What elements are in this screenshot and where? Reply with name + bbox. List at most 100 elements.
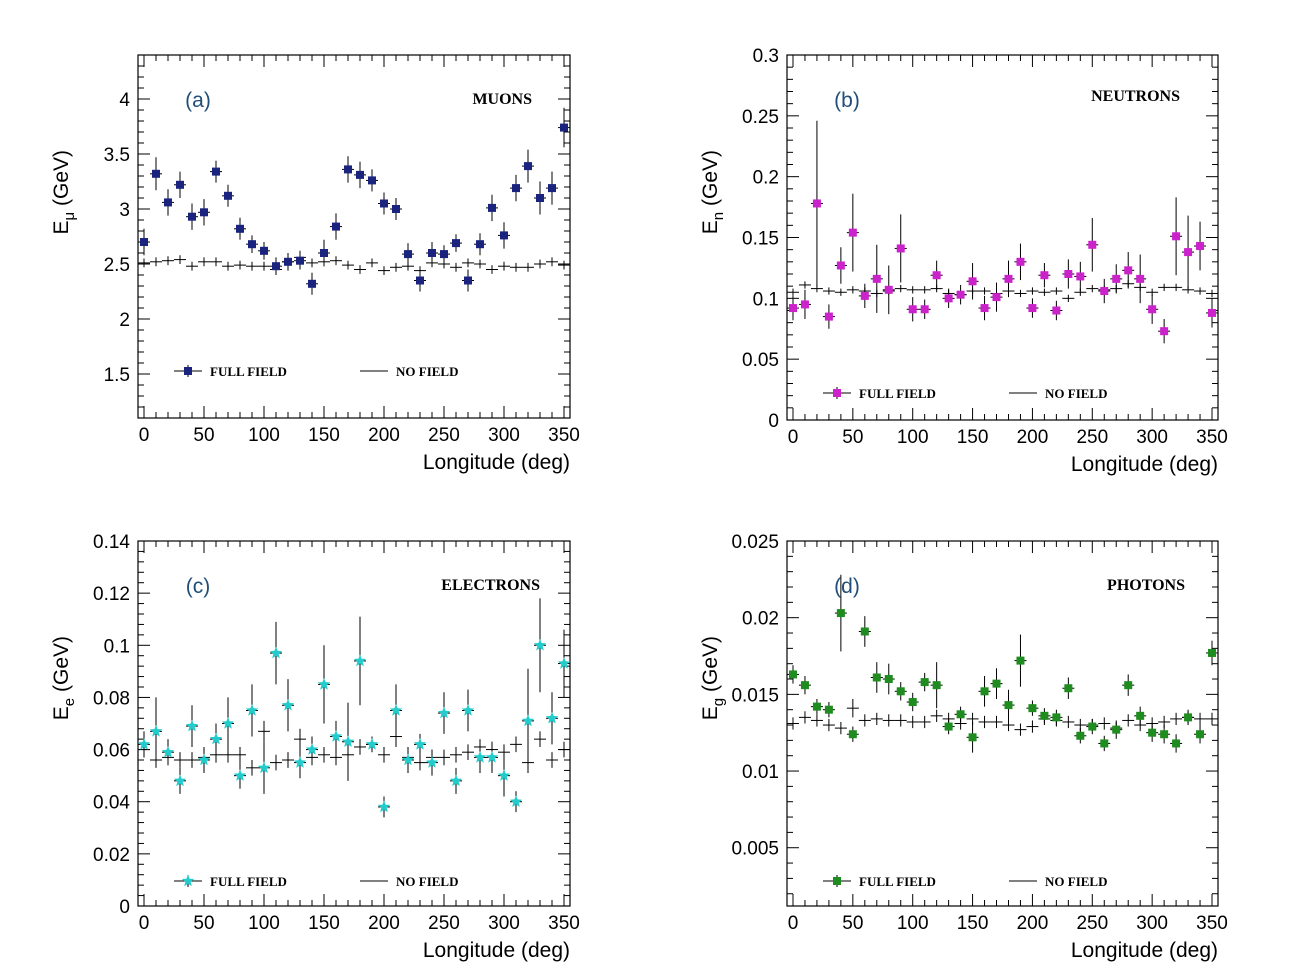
data-marker	[368, 176, 376, 185]
data-marker	[161, 745, 175, 758]
data-marker	[152, 169, 160, 178]
data-point	[1062, 677, 1075, 699]
data-marker	[356, 170, 364, 179]
data-point	[329, 720, 343, 753]
data-point	[474, 233, 486, 256]
data-point	[822, 287, 835, 295]
y-tick-label: 0.14	[93, 532, 130, 553]
data-point	[545, 692, 559, 745]
data-point	[185, 705, 199, 747]
series-no-field	[138, 720, 570, 776]
data-point	[786, 288, 799, 296]
legend-marker-full-field	[833, 877, 841, 885]
data-marker	[1172, 739, 1181, 748]
data-point	[822, 702, 835, 718]
data-marker	[992, 679, 1001, 688]
x-axis-label: Longitude (deg)	[423, 451, 570, 474]
data-point	[234, 746, 246, 763]
data-point	[450, 234, 462, 252]
x-tick-label: 0	[139, 913, 150, 934]
data-marker	[557, 657, 571, 669]
data-marker	[884, 285, 893, 294]
y-axis-label-symbol: E	[699, 220, 722, 234]
data-point	[894, 284, 907, 293]
x-tick-label: 300	[1136, 427, 1168, 448]
data-point	[497, 754, 511, 797]
legend-marker-full-field	[181, 874, 195, 887]
x-tick-label: 50	[842, 427, 863, 448]
y-tick-label: 0.005	[731, 839, 779, 860]
legend: FULL FIELD NO FIELD	[823, 386, 1107, 401]
data-point	[1026, 298, 1039, 318]
x-tick-label: 250	[428, 913, 460, 934]
panel-c: 0 50 100 150 200 250 300 350 0 0.02 0.04 0.06 0.08 0.…	[50, 532, 580, 962]
legend-label-no-field: NO FIELD	[1045, 874, 1107, 889]
data-marker	[545, 711, 559, 724]
data-point	[330, 213, 342, 240]
data-point	[1038, 263, 1051, 288]
data-point	[858, 616, 871, 647]
data-marker	[872, 673, 881, 682]
data-point	[437, 692, 451, 734]
data-point	[210, 160, 222, 183]
data-marker	[428, 249, 436, 257]
plot-frame	[137, 540, 571, 907]
y-axis-label-symbol: E	[50, 706, 73, 720]
data-point	[1194, 725, 1207, 744]
data-point	[173, 767, 187, 794]
y-tick-label: 0.1	[753, 289, 779, 310]
data-point	[366, 258, 378, 268]
data-marker	[500, 231, 508, 240]
data-point	[137, 731, 151, 758]
data-marker	[1136, 711, 1145, 720]
data-point	[1038, 288, 1051, 296]
data-point	[1002, 260, 1015, 298]
x-tick-label: 50	[842, 913, 863, 934]
x-axis-label: Longitude (deg)	[423, 939, 570, 962]
data-marker	[473, 750, 487, 763]
data-marker	[284, 257, 292, 266]
data-point	[486, 194, 498, 222]
data-marker	[512, 184, 520, 193]
data-point	[918, 715, 931, 729]
data-point	[377, 796, 391, 818]
panel-label: (c)	[186, 575, 211, 598]
data-point	[834, 574, 847, 652]
data-point	[546, 171, 558, 205]
data-point	[462, 744, 474, 760]
data-marker	[956, 290, 965, 299]
data-marker	[848, 228, 857, 237]
data-point	[509, 791, 523, 813]
data-marker	[248, 240, 256, 249]
legend: FULL FIELD NO FIELD	[174, 364, 458, 379]
data-point	[930, 260, 943, 290]
data-marker	[245, 704, 259, 716]
data-marker	[824, 705, 833, 714]
data-marker	[425, 756, 439, 768]
data-point	[1122, 674, 1135, 696]
data-marker	[788, 670, 797, 679]
data-marker	[329, 730, 343, 742]
y-tick-label: 0.02	[93, 845, 130, 866]
data-point	[1194, 287, 1207, 295]
data-marker	[449, 774, 463, 787]
data-marker	[1124, 266, 1133, 275]
data-marker	[1160, 730, 1169, 739]
data-marker	[464, 276, 472, 285]
y-axis-label-unit: (GeV)	[699, 636, 722, 698]
data-marker	[1076, 272, 1085, 281]
data-marker	[884, 675, 893, 684]
data-point	[270, 257, 282, 275]
data-marker	[437, 706, 451, 719]
data-marker	[968, 733, 977, 742]
data-marker	[1016, 257, 1025, 266]
data-marker	[401, 753, 415, 766]
data-point	[174, 171, 186, 198]
data-point	[822, 718, 835, 732]
data-point	[966, 263, 979, 300]
y-axis-label-symbol: E	[50, 221, 73, 235]
data-point	[533, 598, 547, 693]
data-point	[906, 297, 919, 322]
y-tick-label: 0.15	[742, 229, 779, 250]
y-tick-label: 2	[119, 310, 130, 331]
